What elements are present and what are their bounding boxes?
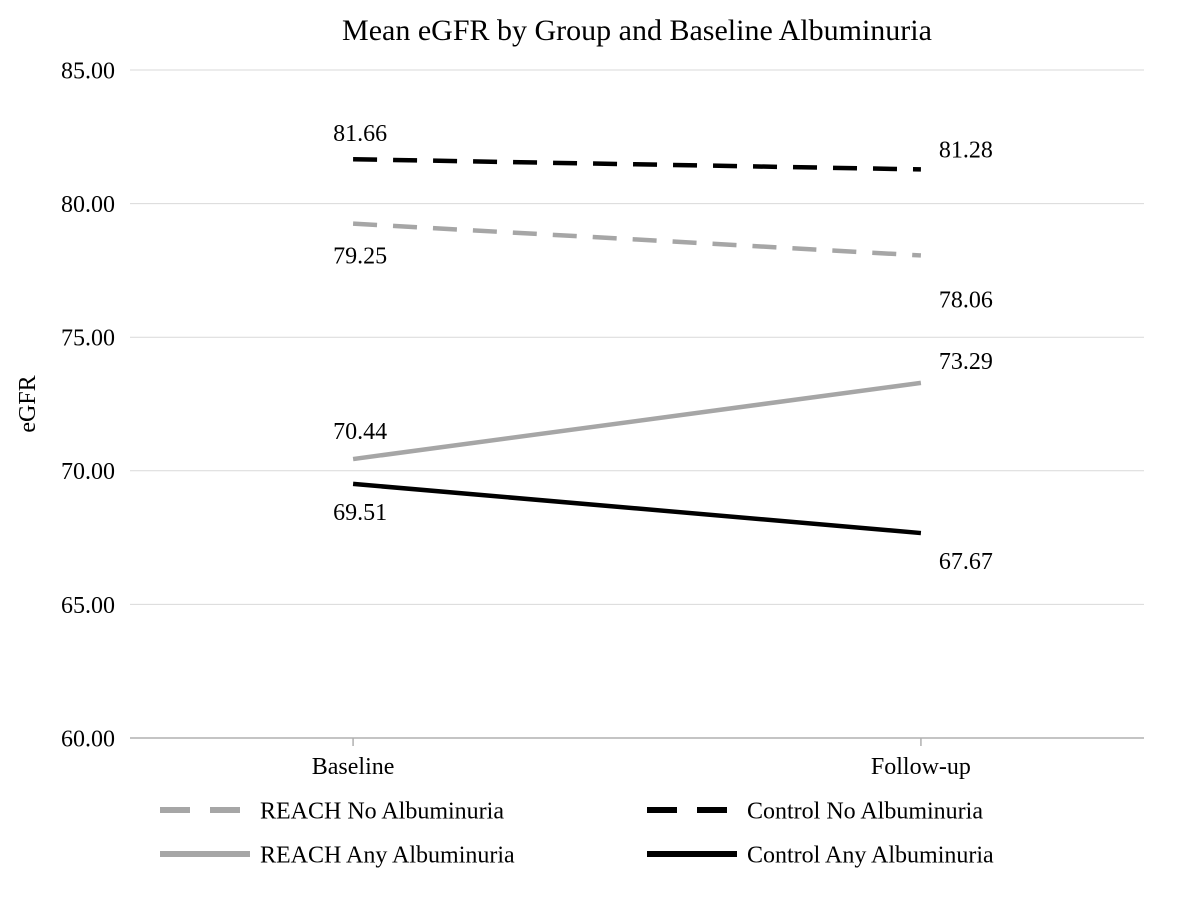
y-tick-label: 85.00 <box>61 58 115 84</box>
series-line <box>353 159 921 169</box>
y-tick-label: 70.00 <box>61 459 115 485</box>
legend-label: REACH No Albuminuria <box>260 798 504 824</box>
legend-label: Control No Albuminuria <box>747 798 983 824</box>
y-tick-label: 60.00 <box>61 726 115 752</box>
data-label: 78.06 <box>939 287 993 313</box>
series-line <box>353 484 921 533</box>
data-label: 69.51 <box>333 500 387 526</box>
data-label: 70.44 <box>333 419 387 445</box>
series-line <box>353 224 921 256</box>
legend-label: Control Any Albuminuria <box>747 842 994 868</box>
legend-label: REACH Any Albuminuria <box>260 842 515 868</box>
data-label: 81.28 <box>939 137 993 163</box>
x-tick-label: Baseline <box>312 754 395 780</box>
y-tick-label: 80.00 <box>61 192 115 218</box>
line-chart: Mean eGFR by Group and Baseline Albuminu… <box>0 0 1184 908</box>
chart-title: Mean eGFR by Group and Baseline Albuminu… <box>342 14 932 47</box>
x-tick-label: Follow-up <box>871 754 971 780</box>
y-tick-label: 75.00 <box>61 326 115 352</box>
data-label: 67.67 <box>939 549 993 575</box>
data-label: 79.25 <box>333 244 387 270</box>
series-line <box>353 383 921 459</box>
data-label: 73.29 <box>939 349 993 375</box>
data-label: 81.66 <box>333 121 387 147</box>
chart-container: Mean eGFR by Group and Baseline Albuminu… <box>0 0 1184 908</box>
y-axis-label: eGFR <box>15 375 41 432</box>
y-tick-label: 65.00 <box>61 593 115 619</box>
